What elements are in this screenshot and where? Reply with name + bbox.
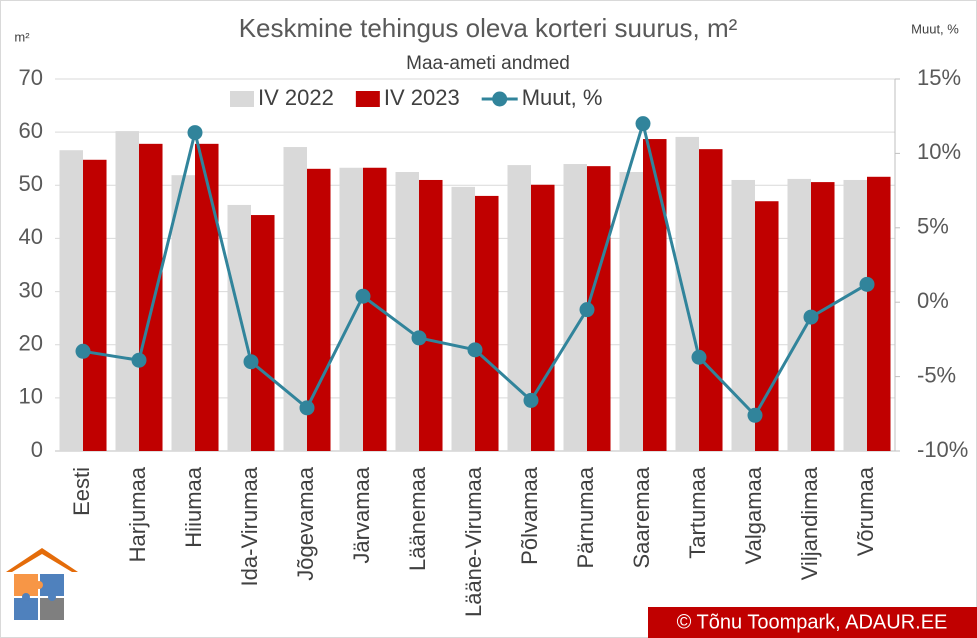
legend-label: IV 2023	[384, 85, 460, 110]
y2-tick-label: -10%	[917, 437, 968, 462]
credit-box	[648, 607, 977, 638]
bar	[787, 178, 811, 451]
line-marker	[467, 342, 483, 358]
chart-title: Keskmine tehingus oleva korteri suurus, …	[239, 13, 738, 43]
bar	[867, 176, 891, 452]
bar	[339, 167, 363, 451]
legend-swatch	[492, 91, 508, 107]
legend-label: IV 2022	[258, 85, 334, 110]
y2-tick-label: 10%	[917, 139, 961, 164]
credit: © Tõnu Toompark, ADAUR.EE	[677, 611, 948, 633]
bar	[675, 136, 699, 451]
line-marker	[579, 302, 595, 318]
bar	[139, 143, 163, 451]
logo	[6, 548, 78, 620]
x-tick-label: Lääne-Virumaa	[461, 466, 486, 617]
line-marker	[523, 392, 539, 408]
bar	[59, 150, 83, 451]
y-tick-label: 20	[19, 331, 43, 356]
legend-label: Muut, %	[522, 85, 603, 110]
legend-swatch	[355, 91, 380, 107]
y2-tick-label: 15%	[917, 65, 961, 90]
x-tick-label: Läänemaa	[405, 466, 430, 571]
y2-tick-label: 5%	[917, 214, 949, 239]
x-tick-label: Saaremaa	[629, 466, 654, 568]
legend-swatch	[230, 91, 254, 107]
bar	[171, 175, 195, 451]
x-tick-label: Hiiumaa	[181, 466, 206, 547]
line-marker	[355, 288, 371, 304]
line-marker	[243, 354, 259, 370]
x-tick-label: Võrumaa	[853, 466, 878, 556]
y-tick-label: 50	[19, 171, 43, 196]
y-tick-label: 0	[31, 437, 43, 462]
bar	[251, 215, 275, 451]
bar	[731, 179, 755, 451]
x-tick-label: Pärnumaa	[573, 466, 598, 568]
x-tick-label: Viljandimaa	[797, 466, 822, 580]
y-tick-label: 40	[19, 224, 43, 249]
x-tick-label: Järvamaa	[349, 466, 374, 563]
bar	[395, 172, 419, 451]
bar	[363, 167, 387, 451]
bar	[195, 143, 219, 451]
x-tick-label: Valgamaa	[741, 466, 766, 564]
bar	[227, 204, 251, 451]
bar	[643, 139, 667, 451]
x-tick-label: Jõgevamaa	[293, 466, 318, 581]
y2-axis-label: Muut, %	[911, 21, 959, 36]
bar	[843, 179, 867, 451]
bar	[531, 184, 555, 452]
y-tick-label: 60	[19, 118, 43, 143]
line-marker	[691, 349, 707, 365]
bar	[619, 172, 643, 451]
line-marker	[747, 407, 763, 423]
x-tick-label: Tartumaa	[685, 466, 710, 558]
line-marker	[131, 352, 147, 368]
x-tick-label: Põlvamaa	[517, 466, 542, 565]
bar	[475, 195, 499, 451]
bar	[283, 147, 307, 451]
bar	[563, 164, 587, 451]
bar	[699, 149, 723, 452]
x-tick-label: Eesti	[69, 467, 94, 516]
x-tick-label: Harjumaa	[125, 466, 150, 562]
x-tick-label: Ida-Virumaa	[237, 466, 262, 586]
bar	[307, 168, 331, 451]
bar	[115, 131, 139, 451]
line-marker	[803, 309, 819, 325]
bar	[83, 159, 107, 451]
y-tick-label: 10	[19, 384, 43, 409]
line-marker	[411, 330, 427, 346]
bar	[451, 186, 475, 451]
y-tick-label: 70	[19, 65, 43, 90]
line-marker	[187, 125, 203, 141]
bar	[507, 165, 531, 451]
y-tick-label: 30	[19, 277, 43, 302]
line-marker	[859, 276, 875, 292]
bar	[755, 201, 779, 451]
bar	[419, 179, 443, 451]
bar	[587, 166, 611, 451]
line-marker	[299, 400, 315, 416]
y-axis-label: m²	[14, 29, 30, 44]
bar	[811, 182, 835, 451]
chart-subtitle: Maa-ameti andmed	[406, 53, 570, 74]
line-marker	[75, 343, 91, 359]
line-marker	[635, 116, 651, 132]
y2-tick-label: -5%	[917, 362, 956, 387]
y2-tick-label: 0%	[917, 288, 949, 313]
